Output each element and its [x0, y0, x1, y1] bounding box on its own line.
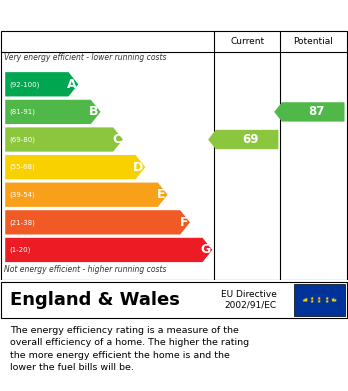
Polygon shape	[274, 102, 345, 122]
Polygon shape	[5, 183, 168, 207]
Text: Energy Efficiency Rating: Energy Efficiency Rating	[7, 7, 217, 23]
Text: (69-80): (69-80)	[9, 136, 35, 143]
Text: ★: ★	[330, 297, 334, 301]
Text: (81-91): (81-91)	[9, 109, 35, 115]
Text: ★: ★	[302, 298, 306, 303]
Text: G: G	[200, 244, 211, 256]
Text: D: D	[133, 161, 143, 174]
Text: England & Wales: England & Wales	[10, 291, 180, 309]
Text: ★: ★	[304, 298, 308, 303]
Text: (39-54): (39-54)	[9, 192, 35, 198]
Text: ★: ★	[317, 299, 322, 304]
Text: Current: Current	[230, 37, 264, 46]
Polygon shape	[208, 130, 278, 149]
Text: A: A	[67, 78, 77, 91]
Polygon shape	[5, 72, 78, 97]
Text: ★: ★	[330, 298, 334, 303]
Text: B: B	[89, 106, 99, 118]
Text: E: E	[157, 188, 166, 201]
Text: F: F	[180, 216, 188, 229]
Polygon shape	[5, 100, 101, 124]
Polygon shape	[5, 210, 190, 235]
Text: C: C	[112, 133, 121, 146]
Text: ★: ★	[309, 299, 314, 304]
Text: 87: 87	[308, 106, 325, 118]
Text: ★: ★	[317, 296, 322, 301]
Text: Potential: Potential	[293, 37, 333, 46]
Text: EU Directive
2002/91/EC: EU Directive 2002/91/EC	[221, 290, 277, 310]
Text: ★: ★	[304, 297, 308, 301]
Text: (21-38): (21-38)	[9, 219, 35, 226]
Polygon shape	[5, 238, 212, 262]
Text: ★: ★	[325, 299, 329, 304]
Text: Very energy efficient - lower running costs: Very energy efficient - lower running co…	[4, 53, 167, 62]
Text: ★: ★	[309, 296, 314, 301]
Text: (1-20): (1-20)	[9, 247, 31, 253]
Polygon shape	[5, 155, 145, 179]
Text: (55-68): (55-68)	[9, 164, 35, 170]
Text: (92-100): (92-100)	[9, 81, 40, 88]
Text: Not energy efficient - higher running costs: Not energy efficient - higher running co…	[4, 265, 167, 274]
Text: The energy efficiency rating is a measure of the
overall efficiency of a home. T: The energy efficiency rating is a measur…	[10, 326, 250, 372]
Text: ★: ★	[332, 298, 337, 303]
Bar	[294, 284, 345, 316]
Text: 69: 69	[242, 133, 259, 146]
Text: ★: ★	[325, 296, 329, 301]
Polygon shape	[5, 127, 123, 152]
